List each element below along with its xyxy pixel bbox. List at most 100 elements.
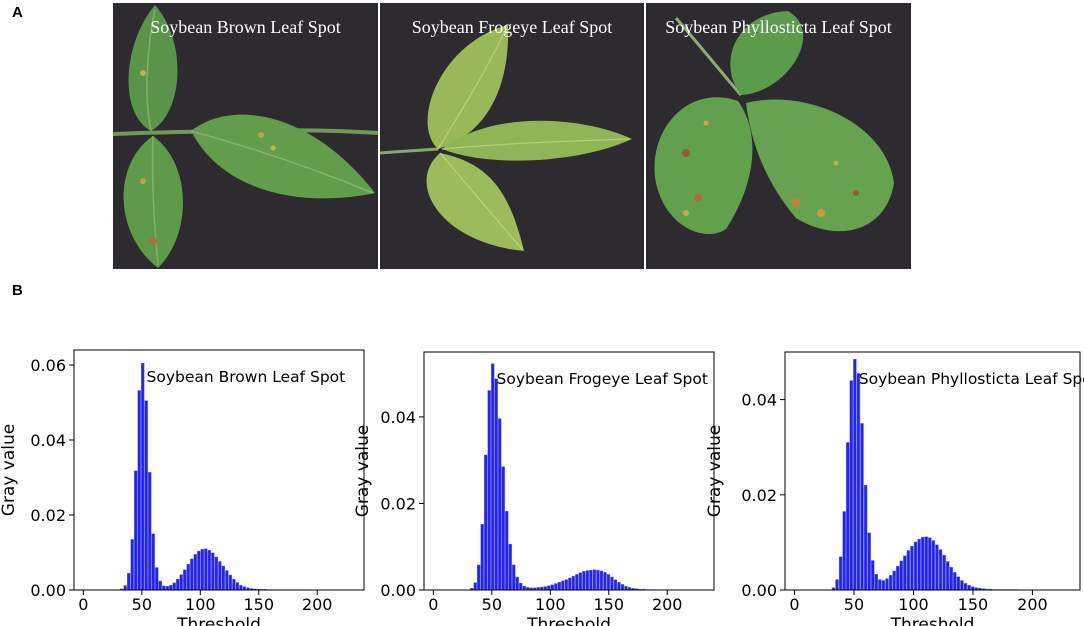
histogram-bar [838, 556, 843, 591]
histogram-bar [835, 579, 839, 591]
histogram-bar [592, 569, 597, 591]
y-tick-label: 0.00 [380, 581, 416, 600]
histogram-bar [522, 585, 526, 591]
histogram-bar [624, 585, 628, 591]
histogram-bar [888, 575, 893, 591]
histogram-bar [172, 582, 176, 591]
histogram-bar [892, 570, 896, 591]
histogram-bar [596, 569, 600, 591]
histogram-bar [148, 472, 152, 591]
histogram-bar [235, 582, 240, 591]
histogram-bar [225, 570, 229, 591]
histogram-bar [924, 536, 928, 591]
histogram-bar [871, 560, 875, 591]
histogram-bar [942, 555, 946, 591]
x-tick-label: 200 [1017, 595, 1048, 614]
histogram-bar [141, 362, 145, 591]
histogram-bar [242, 586, 247, 591]
histogram-bar [491, 363, 495, 591]
x-tick-label: 150 [243, 595, 274, 614]
histogram-bar [508, 543, 512, 591]
x-tick-label: 50 [132, 595, 152, 614]
histogram-bar [547, 585, 551, 591]
histogram-bar [190, 558, 194, 591]
histogram-bar [931, 540, 936, 591]
histogram-bar [896, 565, 900, 591]
y-tick-label: 0.02 [741, 486, 777, 505]
histogram-bar [564, 579, 569, 591]
x-tick-label: 100 [535, 595, 566, 614]
histogram-bar [610, 576, 614, 591]
histogram-bar [501, 466, 505, 591]
histogram-bar [197, 550, 201, 591]
histogram-bar [571, 575, 576, 591]
y-tick-label: 0.04 [380, 408, 416, 427]
histogram-bar [134, 470, 138, 591]
histogram-bar [543, 586, 547, 591]
histogram-bar [130, 539, 134, 591]
histogram-bar [144, 400, 148, 591]
histogram-bar [176, 578, 180, 591]
histogram-bar [617, 582, 621, 591]
histogram-bar [849, 380, 853, 591]
panel-b-label: B [12, 282, 23, 299]
x-tick-label: 200 [652, 595, 683, 614]
histogram-bar [878, 579, 882, 591]
histogram-bar [179, 574, 183, 591]
histogram-brown-leaf-spot: 0 50 100 150 200 0.00 0.02 0.04 0.06 Threshold Gra… [0, 340, 365, 626]
y-tick-label: 0.06 [30, 356, 66, 375]
photo-title: Soybean Brown Leaf Spot [150, 17, 341, 37]
histogram-bar [860, 423, 864, 591]
y-tick-label: 0.00 [30, 581, 66, 600]
y-tick-label: 0.02 [30, 506, 66, 525]
chart-title: Soybean Frogeye Leaf Spot [497, 370, 708, 388]
histogram-bar [155, 567, 159, 591]
chart-title: Soybean Brown Leaf Spot [147, 368, 346, 386]
histogram-bar [211, 552, 215, 591]
photo-phyllosticta-leaf-spot: Soybean Phyllosticta Leaf Spot [646, 3, 911, 269]
histogram-bar [193, 554, 197, 591]
photo-frogeye-leaf-spot: Soybean Frogeye Leaf Spot [380, 3, 644, 269]
histogram-bar [477, 564, 481, 591]
x-tick-label: 150 [593, 595, 624, 614]
photo-title: Soybean Frogeye Leaf Spot [411, 17, 613, 37]
histogram-bar [123, 585, 127, 591]
x-axis-label: Threshold [890, 615, 975, 626]
histogram-bar [158, 580, 162, 591]
x-tick-label: 0 [428, 595, 438, 614]
histogram-bar [228, 574, 233, 591]
histogram-bar [186, 563, 190, 591]
histogram-bar [874, 574, 878, 591]
histogram-bar [620, 584, 625, 591]
histogram-bar [494, 378, 498, 591]
histogram-chart: 0 50 100 150 200 0.00 0.02 0.04 Threshold Gray va… [353, 351, 715, 626]
histogram-bar [881, 580, 886, 591]
histogram-bar [917, 538, 921, 591]
histogram-bar [949, 566, 953, 591]
histogram-bar [842, 511, 846, 591]
histogram-bar [910, 546, 914, 591]
y-axis-label: Gray value [0, 424, 19, 516]
histogram-bar [589, 569, 593, 591]
histogram-bar [505, 511, 509, 591]
histogram-bar [151, 533, 155, 591]
histogram-bar [498, 418, 502, 591]
histogram-bar [480, 524, 484, 591]
histogram-bar [204, 548, 208, 591]
histogram-bar [239, 584, 243, 591]
histogram-bar [913, 541, 918, 591]
histogram-bar [473, 582, 477, 591]
histogram-bar [232, 578, 236, 591]
histogram-bar [550, 584, 554, 591]
histogram-bar [137, 390, 141, 591]
histogram-bar [218, 561, 222, 591]
histogram-bar [512, 564, 516, 591]
y-tick-label: 0.04 [741, 391, 777, 410]
histogram-bar [903, 555, 907, 591]
histogram-bar [183, 569, 187, 591]
histogram-bar [519, 582, 523, 591]
histogram-bar [856, 373, 861, 591]
x-tick-label: 0 [78, 595, 88, 614]
histogram-bar [603, 572, 607, 591]
photo-title: Soybean Phyllosticta Leaf Spot [665, 17, 892, 37]
